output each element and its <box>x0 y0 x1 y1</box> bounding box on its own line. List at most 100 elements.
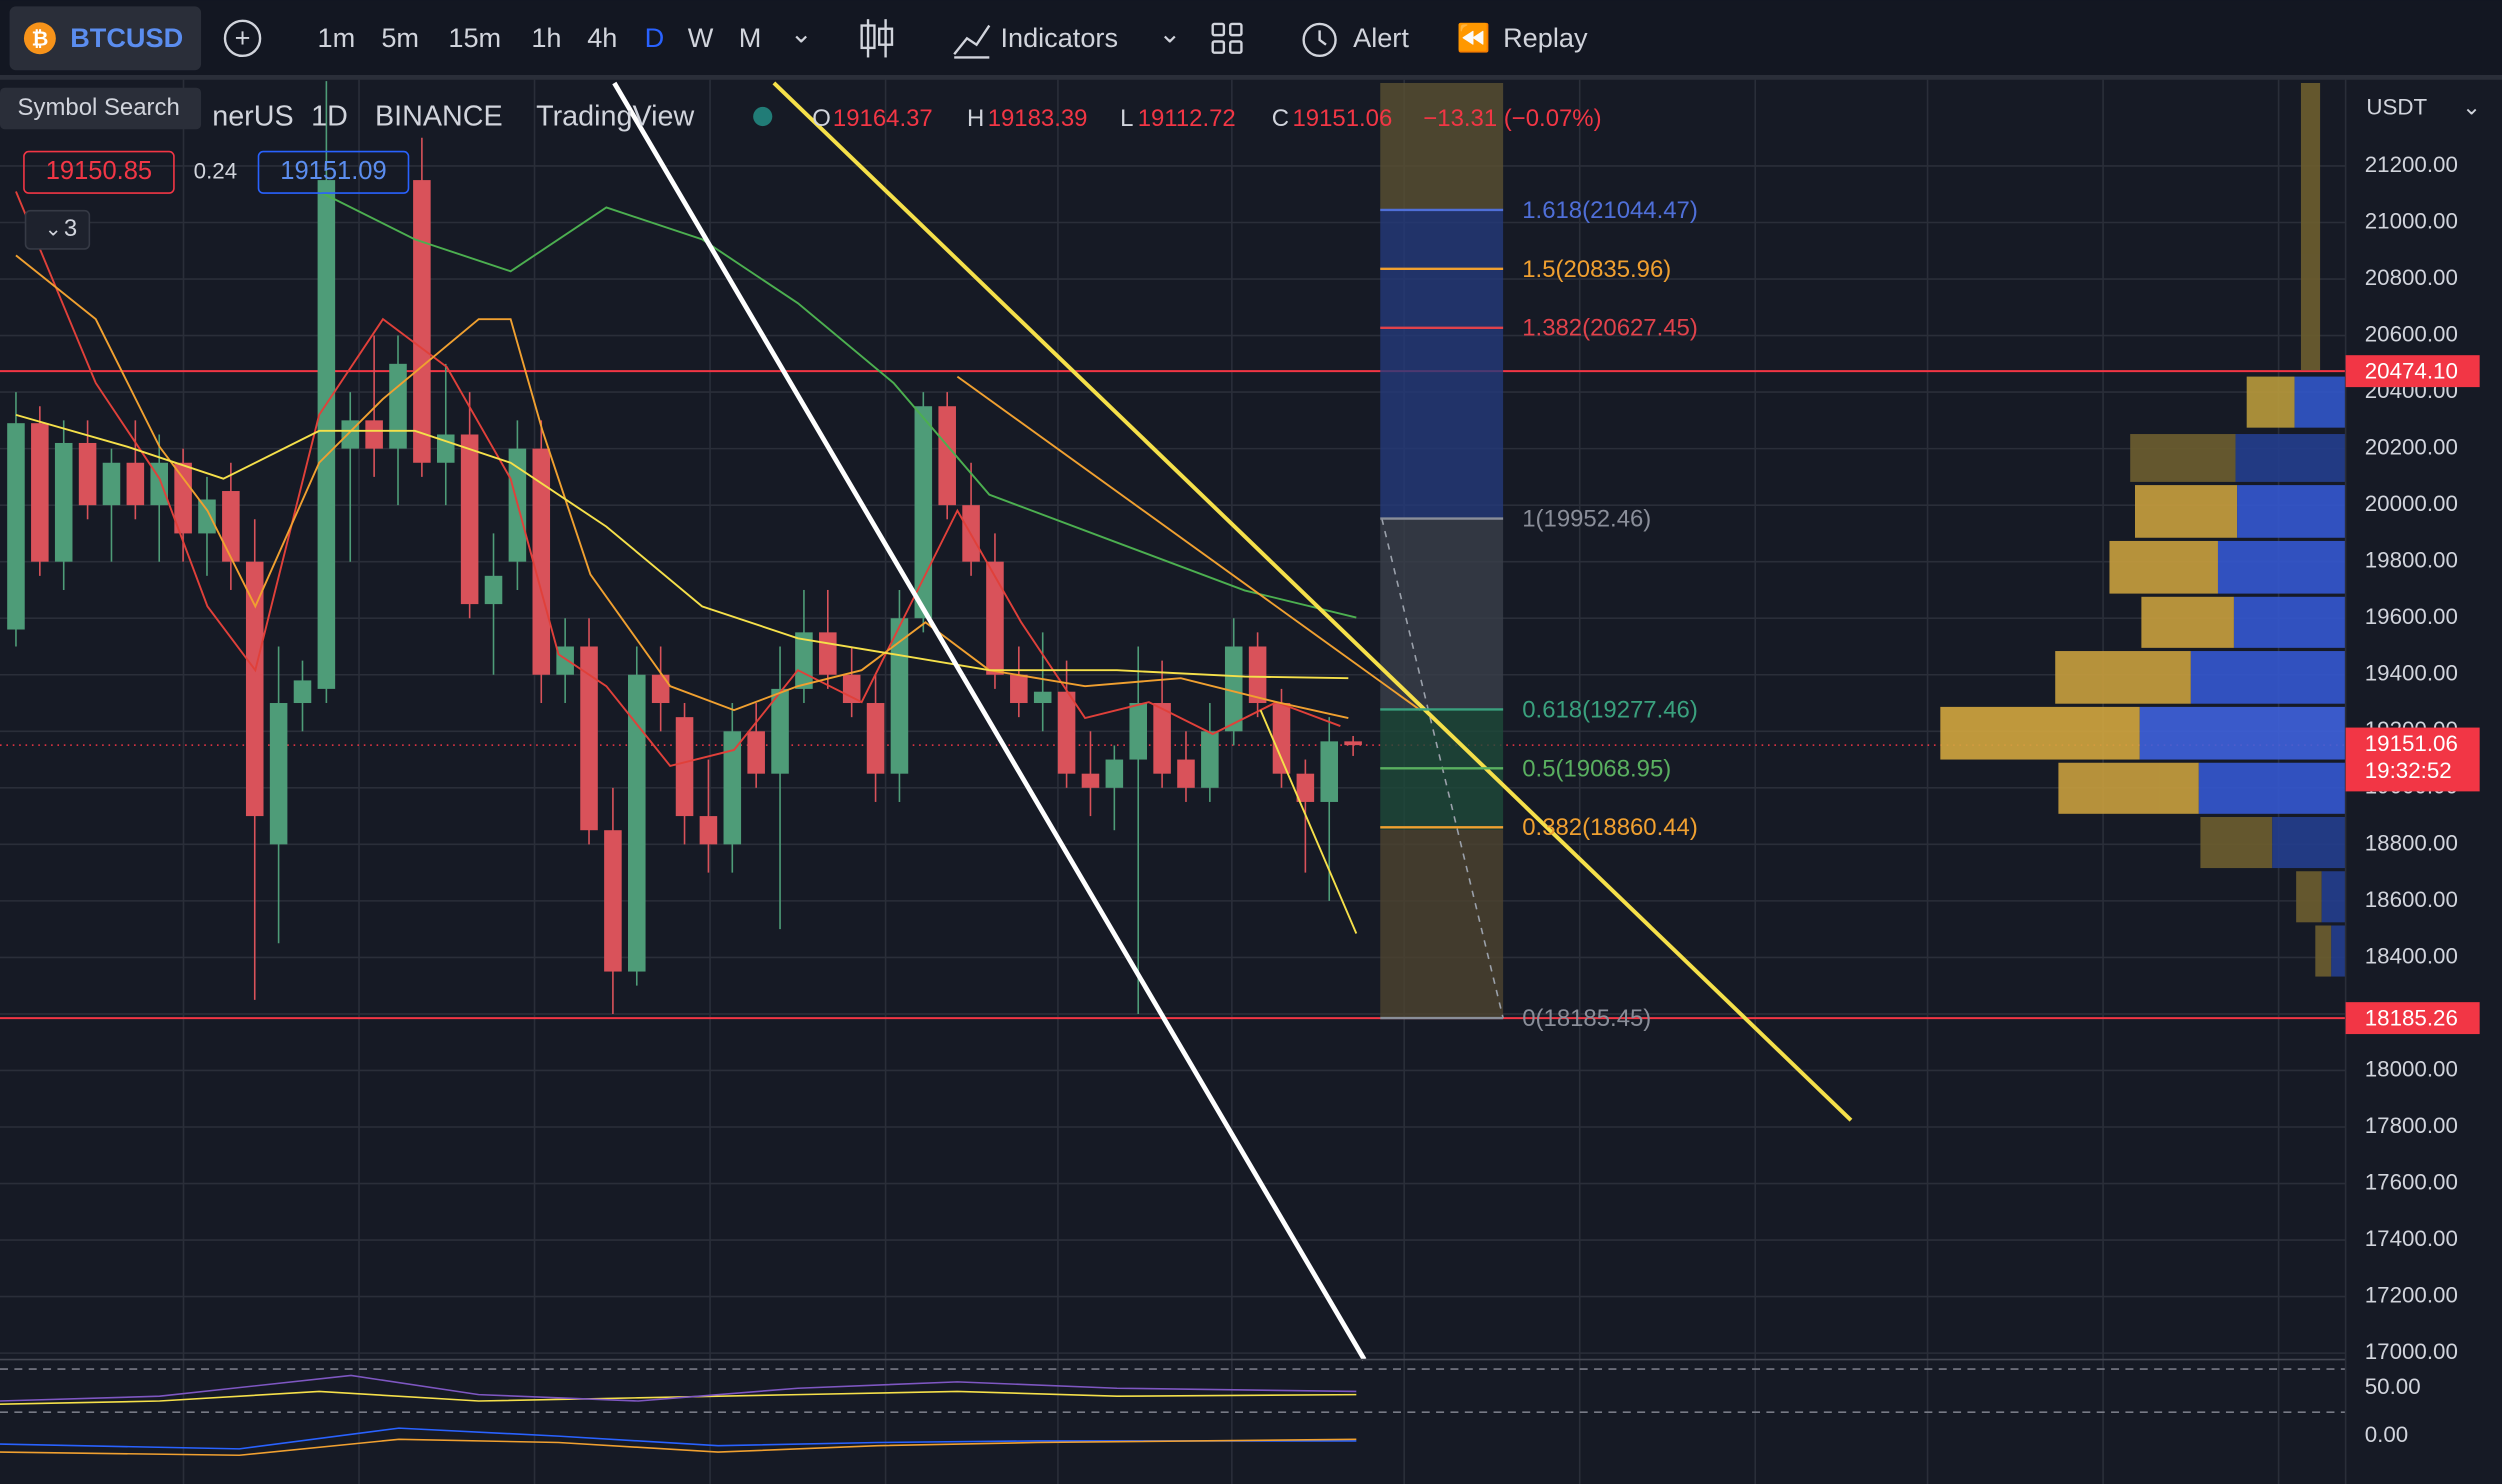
y-tick-label: 18000.00 <box>2365 1056 2458 1081</box>
trend-line <box>612 81 1367 1361</box>
layouts-icon[interactable] <box>1211 22 1243 54</box>
ask-box[interactable] <box>257 150 410 194</box>
interval[interactable]: 1m <box>318 22 356 53</box>
tooltip <box>0 87 202 130</box>
fib-zone <box>1380 518 1504 711</box>
candle-body <box>222 491 240 562</box>
collapse-caret: ⌄ <box>45 217 62 240</box>
ma-yellow <box>15 413 1349 680</box>
axis-caret[interactable]: ⌄ <box>2462 94 2481 119</box>
bid[interactable]: 19150.85 <box>46 157 152 185</box>
indicators-dropdown[interactable]: ⌄ <box>1158 17 1181 48</box>
candle-body <box>556 646 574 675</box>
candle-body <box>436 434 455 463</box>
fib-label: 0.382(18860.44) <box>1522 814 1698 841</box>
candle-body <box>651 674 670 704</box>
candle-body <box>747 731 765 774</box>
candle-body <box>460 434 479 605</box>
interval[interactable]: W <box>688 22 714 53</box>
candle-body <box>1224 646 1243 732</box>
macd-line <box>0 1438 1357 1457</box>
candle-body <box>1010 674 1028 704</box>
candle-body <box>7 423 25 630</box>
candle-body <box>628 674 646 972</box>
fib-label: 0.618(19277.46) <box>1522 696 1698 723</box>
volume-profile <box>1940 82 2346 977</box>
candle-body <box>1033 691 1052 704</box>
y-tick-label: 17600.00 <box>2365 1169 2458 1194</box>
ask[interactable]: 19151.09 <box>280 157 386 185</box>
candle-body <box>723 731 742 845</box>
symbol[interactable]: BTCUSD <box>70 22 183 53</box>
add-glyph: + <box>235 22 251 53</box>
bid-box[interactable] <box>23 150 175 194</box>
y-tick-label: 17800.00 <box>2365 1113 2458 1138</box>
interval[interactable]: 1h <box>531 22 561 53</box>
candle-body <box>699 816 718 845</box>
interval-dropdown[interactable]: ⌄ <box>790 17 813 48</box>
ohlc-label: L <box>1120 105 1133 132</box>
legend-source: nerUS <box>212 101 293 133</box>
candle-body <box>484 575 503 605</box>
ohlc-label: O <box>812 105 831 132</box>
channel-line <box>956 375 1421 711</box>
symbol-button[interactable] <box>9 6 202 71</box>
indicators-icon <box>953 24 991 59</box>
axis-currency[interactable]: USDT <box>2366 94 2427 119</box>
btc-glyph: ₿ <box>31 27 48 50</box>
candle-body <box>1320 741 1339 802</box>
y-tick-label: 18600.00 <box>2365 887 2458 912</box>
interval[interactable]: M <box>739 22 762 53</box>
interval[interactable]: 15m <box>448 22 501 53</box>
candle-body <box>245 561 264 817</box>
add-symbol[interactable] <box>223 19 262 58</box>
ohlc-label: H <box>967 105 984 132</box>
y-tick-label: 18400.00 <box>2365 943 2458 968</box>
candle-body <box>1105 759 1124 788</box>
ma-green <box>318 190 1357 619</box>
candle-body <box>532 448 551 675</box>
candle-body <box>1081 773 1100 788</box>
alert[interactable]: Alert <box>1353 22 1409 53</box>
y-tick-label: 21000.00 <box>2365 208 2458 233</box>
candle-body <box>31 423 49 562</box>
replay[interactable]: Replay <box>1503 22 1588 53</box>
candle-body <box>198 499 216 534</box>
spread: 0.24 <box>194 158 237 183</box>
candle-body <box>1177 759 1195 788</box>
tooltip-text: Symbol Search <box>18 94 180 121</box>
osc-tick: 50.00 <box>2365 1374 2421 1399</box>
y-tick-label: 17000.00 <box>2365 1339 2458 1364</box>
countdown: 19:32:52 <box>2365 758 2452 783</box>
alert-icon <box>1302 22 1337 58</box>
interval-active[interactable]: D <box>645 22 665 53</box>
candle-body <box>102 462 121 506</box>
y-tick-label: 18800.00 <box>2365 830 2458 855</box>
fib-zone <box>1380 829 1504 1019</box>
candle-body <box>819 632 837 675</box>
osc-line <box>0 1374 1357 1402</box>
candle-body <box>675 717 694 817</box>
fib-zone <box>1380 210 1504 519</box>
y-tick-label: 20200.00 <box>2365 435 2458 460</box>
candle-body <box>1272 703 1291 774</box>
ohlc-value: 19164.37 <box>833 105 933 132</box>
y-tick-label: 17400.00 <box>2365 1226 2458 1251</box>
fib-label: 1.618(21044.47) <box>1522 197 1698 224</box>
interval[interactable]: 5m <box>381 22 419 53</box>
candle-body <box>914 406 933 619</box>
trend-line <box>772 81 1853 1122</box>
candle-body <box>1153 703 1171 774</box>
ma-orange <box>15 254 1349 719</box>
interval[interactable]: 4h <box>587 22 617 53</box>
candle-body <box>293 680 312 704</box>
candle-body <box>174 462 192 534</box>
market-status[interactable] <box>753 106 773 127</box>
chart-style[interactable] <box>860 19 894 58</box>
collapse-button[interactable] <box>24 209 91 250</box>
candle-body <box>938 406 956 506</box>
indicators[interactable]: Indicators <box>1000 22 1118 53</box>
ohlc-change: −13.31 (−0.07%) <box>1423 105 1601 132</box>
ohlc-label: C <box>1272 105 1289 132</box>
